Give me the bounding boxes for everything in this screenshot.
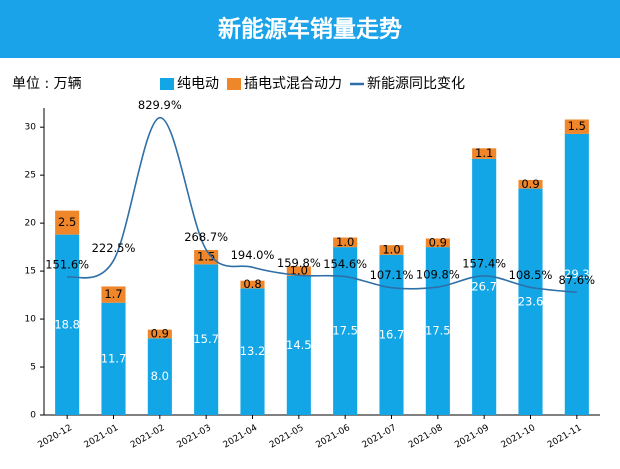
bar-segment [564,133,589,415]
bar-segment [147,338,172,415]
y-tick-label: 25 [25,171,36,181]
bar-value-label: 13.2 [240,344,266,358]
x-tick-label: 2021-07 [361,423,399,450]
line-value-label: 154.6% [323,257,367,271]
line-value-label: 109.8% [416,268,460,282]
title-banner [0,0,620,58]
x-tick-label: 2021-10 [500,423,538,451]
bar-value-label: 1.1 [475,146,493,160]
line-value-label: 87.6% [559,273,596,287]
bar-value-label: 11.7 [101,351,127,365]
bar-value-label: 29.3 [564,267,590,281]
bar-segment [379,254,404,415]
bar-value-label: 0.9 [429,235,447,249]
x-tick-label: 2021-06 [314,423,352,451]
y-tick-label: 15 [25,267,36,277]
bar-value-label: 8.0 [151,369,169,383]
bar-segment [147,329,172,339]
bar-segment [564,119,589,134]
bar-value-label: 1.0 [336,235,354,249]
x-tick-label: 2021-08 [407,423,445,451]
bar-segment [101,302,126,415]
unit-label: 单位 : 万辆 [12,76,82,92]
x-tick-label: 2021-01 [83,423,121,450]
line-value-label: 829.9% [138,98,182,112]
bar-segment [240,280,265,289]
y-tick-label: 10 [25,315,37,325]
line-value-label: 151.6% [45,258,89,272]
bar-segment [379,245,404,255]
bar-value-label: 1.7 [104,287,122,301]
line-value-label: 194.0% [231,248,275,262]
bar-segment [101,286,126,303]
legend-swatch [227,78,241,90]
legend-label: 插电式混合动力 [244,76,342,92]
bar-value-label: 26.7 [471,279,497,293]
chart-title: 新能源车销量走势 [218,16,402,43]
bar-value-label: 17.5 [425,324,451,338]
bar-segment [425,238,450,248]
bar-segment [194,249,219,265]
bar-value-label: 16.7 [379,327,405,341]
x-tick-label: 2021-02 [129,423,167,450]
line-value-label: 159.8% [277,256,321,270]
bar-segment [518,179,543,189]
bar-value-label: 0.9 [521,177,539,191]
y-tick-label: 30 [25,123,37,133]
bar-segment [472,148,497,159]
bar-value-label: 18.8 [54,317,80,331]
bar-value-label: 1.0 [382,242,400,256]
bar-segment [472,158,497,416]
x-tick-label: 2021-04 [222,423,260,451]
bar-segment [286,266,311,276]
bar-value-label: 23.6 [518,294,544,308]
line-value-label: 107.1% [370,268,414,282]
bar-segment [333,237,358,248]
line-value-label: 222.5% [92,241,136,255]
y-tick-label: 5 [30,363,36,373]
bar-segment [55,234,80,415]
legend-label: 纯电动 [177,76,219,92]
y-tick-label: 0 [30,411,36,421]
line-value-label: 157.4% [462,256,506,270]
bar-value-label: 17.5 [332,324,358,338]
bar-value-label: 0.9 [151,326,169,340]
bar-value-label: 2.5 [58,215,76,229]
x-tick-label: 2021-11 [546,423,584,450]
bar-segment [55,210,80,235]
legend-label: 新能源同比变化 [367,76,465,92]
legend-swatch [160,78,174,90]
bar-value-label: 1.5 [568,119,586,133]
bar-segment [425,247,450,415]
x-tick-label: 2020-12 [36,423,74,450]
line [66,116,577,294]
y-tick-label: 20 [25,219,37,229]
x-tick-label: 2021-03 [175,423,213,450]
bar-value-label: 14.5 [286,338,312,352]
line-value-label: 268.7% [184,230,228,244]
x-tick-label: 2021-09 [453,423,491,451]
bar-segment [194,264,219,415]
bar-segment [240,288,265,415]
x-tick-label: 2021-05 [268,423,306,450]
bar-value-label: 15.7 [193,332,219,346]
line-value-label: 108.5% [509,268,553,282]
bar-value-label: 0.8 [243,277,261,291]
bar-value-label: 1.5 [197,250,215,264]
bar-segment [518,188,543,415]
bar-segment [286,275,311,415]
